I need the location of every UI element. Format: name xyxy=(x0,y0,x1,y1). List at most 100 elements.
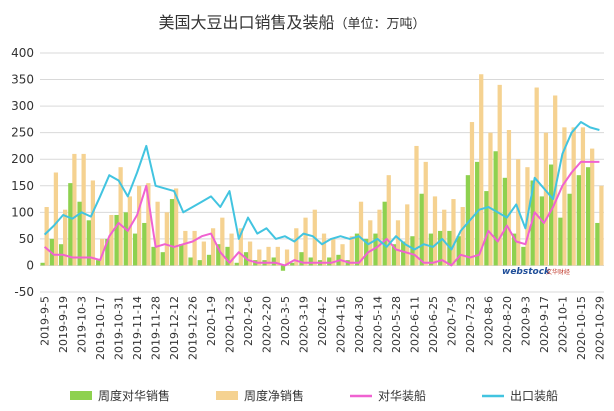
china-shipment-line xyxy=(43,160,600,267)
x-tick-label: 2019-11-28 xyxy=(150,296,163,360)
net-sales-bar xyxy=(349,236,354,266)
net-sales-bar xyxy=(590,148,595,266)
net-sales-bar xyxy=(164,212,169,266)
net-sales-bar xyxy=(275,246,280,266)
china-sales-bar xyxy=(567,193,572,266)
y-tick-label: 50 xyxy=(19,232,34,246)
net-sales-bar xyxy=(257,249,262,266)
net-sales-bar xyxy=(72,153,77,266)
china-sales-bar xyxy=(521,246,526,266)
china-sales-bar xyxy=(105,238,110,266)
y-tick-label: 0 xyxy=(26,258,34,272)
x-tick-label: 2019-11-14 xyxy=(131,296,144,360)
net-sales-bar xyxy=(238,228,243,266)
x-tick-label: 2020-5-28 xyxy=(390,296,403,353)
y-tick-label: 300 xyxy=(11,99,34,113)
net-sales-bar xyxy=(53,172,59,266)
china-sales-bar xyxy=(465,175,471,266)
china-sales-bar xyxy=(95,260,101,266)
x-tick-label: 2020-3-5 xyxy=(279,296,292,346)
china-sales-bar xyxy=(40,262,45,266)
china-sales-bar xyxy=(438,230,443,266)
x-tick-label: 2020-8-20 xyxy=(501,296,514,353)
net-sales-bar xyxy=(534,87,539,266)
net-sales-bar xyxy=(460,207,465,266)
china-sales-bar xyxy=(216,244,221,266)
net-sales-bar xyxy=(599,185,604,266)
net-sales-bar xyxy=(469,122,475,266)
x-tick-label: 2020-4-2 xyxy=(316,296,329,346)
china-sales-bar xyxy=(271,257,276,266)
export-shipment-line xyxy=(43,121,600,251)
legend-label: 周度净销售 xyxy=(244,388,304,403)
china-sales-bar xyxy=(373,233,378,266)
net-sales-bar xyxy=(303,217,308,266)
china-sales-bar xyxy=(428,233,434,266)
shipment-lines xyxy=(43,121,600,267)
net-sales-bar xyxy=(331,238,336,266)
china-sales-bar xyxy=(290,262,295,266)
china-sales-bar xyxy=(493,151,498,266)
x-tick-label: 2020-2-6 xyxy=(242,296,255,346)
net-sales-bar xyxy=(229,233,234,266)
china-sales-bar xyxy=(419,193,424,266)
x-tick-label: 2019-10-17 xyxy=(94,296,107,360)
legend-item: 对华装船 xyxy=(350,389,426,403)
net-sales-bar xyxy=(506,130,512,266)
net-sales-bar xyxy=(63,209,68,266)
net-sales-bar xyxy=(81,153,86,266)
x-tick-label: 2019-12-12 xyxy=(168,296,181,360)
china-sales-bar xyxy=(188,257,193,266)
y-tick-label: 350 xyxy=(11,73,34,87)
net-sales-bar xyxy=(127,196,132,266)
net-sales-bar xyxy=(146,183,151,266)
china-sales-bar xyxy=(539,196,544,266)
net-sales-bar xyxy=(136,185,142,266)
net-sales-bar xyxy=(479,74,484,266)
china-sales-bar xyxy=(382,201,387,266)
china-sales-bar xyxy=(142,222,147,266)
net-sales-bars xyxy=(44,74,604,266)
x-tick-label: 2020-10-15 xyxy=(575,296,588,360)
china-sales-bar xyxy=(595,222,600,266)
legend-label: 出口装船 xyxy=(510,389,558,403)
china-sales-bars xyxy=(40,151,600,271)
china-sales-bar xyxy=(179,244,184,266)
legend-label: 对华装船 xyxy=(378,389,426,403)
china-sales-bar xyxy=(114,214,119,266)
china-sales-bar xyxy=(354,233,360,266)
net-sales-bar xyxy=(294,228,299,266)
china-sales-bar xyxy=(132,233,138,266)
net-sales-bar xyxy=(284,249,290,266)
net-sales-bar xyxy=(580,127,586,266)
china-sales-bar xyxy=(68,183,73,266)
watermark-logo: webstock 文华财经 xyxy=(502,267,570,277)
china-sales-bar xyxy=(123,212,128,266)
china-sales-bar xyxy=(151,246,156,266)
y-tick-label: 150 xyxy=(11,179,34,193)
y-axis: -50 0 50 100 150 200 250 300 350 400 xyxy=(11,46,34,299)
x-tick-label: 2019-10-3 xyxy=(76,296,89,353)
x-tick-label: 2020-10-1 xyxy=(556,296,569,353)
china-sales-bar xyxy=(160,252,165,266)
legend-swatch xyxy=(70,391,92,400)
net-sales-bar xyxy=(543,132,549,266)
china-sales-bar xyxy=(558,217,563,266)
x-tick-label: 2020-8-6 xyxy=(482,296,495,346)
china-sales-bar xyxy=(299,252,304,266)
china-sales-bar xyxy=(197,260,202,266)
china-sales-bar xyxy=(484,191,489,266)
net-sales-bar xyxy=(562,127,567,266)
watermark-cn: 文华财经 xyxy=(546,268,570,276)
chart-title: 美国大豆出口销售及装船（单位：万吨） xyxy=(158,13,425,32)
net-sales-bar xyxy=(210,228,216,266)
x-tick-label: 2020-3-19 xyxy=(298,296,311,353)
china-sales-bar xyxy=(410,236,415,266)
legend-swatch xyxy=(216,391,238,400)
net-sales-bar xyxy=(118,167,123,266)
net-sales-bar xyxy=(201,241,206,266)
china-sales-bar xyxy=(585,167,591,266)
x-tick-label: 2020-1-23 xyxy=(224,296,237,353)
